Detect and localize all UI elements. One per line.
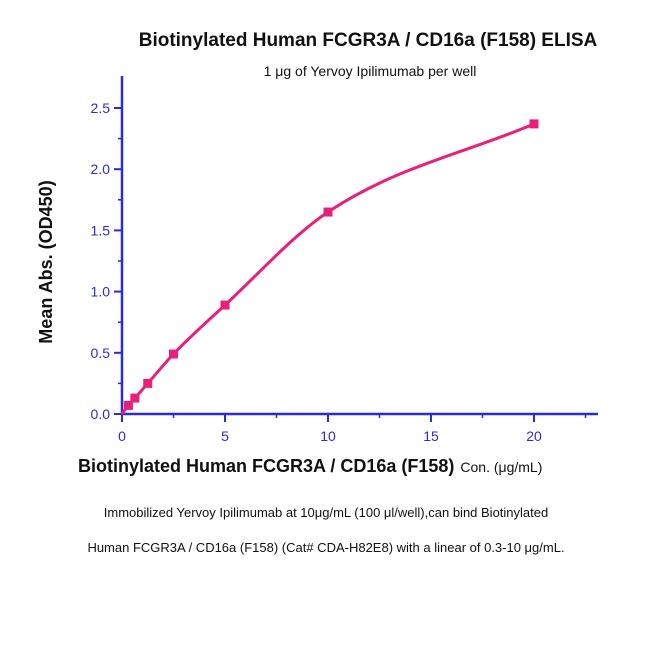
- x-tick-label: 5: [221, 428, 229, 444]
- data-point: [529, 119, 539, 129]
- data-point: [130, 393, 140, 403]
- elisa-chart: Biotinylated Human FCGR3A / CD16a (F158)…: [36, 30, 598, 476]
- y-tick-label: 2.5: [91, 100, 111, 116]
- x-axis-label-main: Biotinylated Human FCGR3A / CD16a (F158): [78, 456, 454, 476]
- data-point: [169, 349, 178, 359]
- y-tick-label: 2.0: [91, 161, 111, 177]
- chart-subtitle: 1 μg of Yervoy Ipilimumab per well: [264, 63, 477, 79]
- y-tick-label: 1.5: [91, 222, 111, 238]
- axes: [120, 76, 598, 416]
- y-tick-label: 0.5: [91, 345, 111, 361]
- x-axis-label-unit: Con. (μg/mL): [460, 459, 542, 475]
- data-point: [143, 378, 153, 388]
- data-point: [123, 400, 133, 410]
- ticks: 0.0 0.5 1.0 1.5 2.0 2.5 0 5 10 15 20: [91, 100, 587, 444]
- caption-line-1: Immobilized Yervoy Ipilimumab at 10μg/mL…: [103, 505, 549, 520]
- fit-curve: [120, 122, 535, 415]
- x-tick-label: 0: [118, 428, 126, 444]
- y-axis-label: Mean Abs. (OD450): [36, 180, 56, 343]
- data-points: [123, 119, 539, 410]
- x-tick-label: 10: [320, 428, 336, 444]
- x-axis-label: Biotinylated Human FCGR3A / CD16a (F158)…: [78, 456, 542, 476]
- data-point: [323, 207, 333, 217]
- chart-title: Biotinylated Human FCGR3A / CD16a (F158)…: [139, 30, 598, 51]
- y-tick-label: 1.0: [91, 284, 111, 300]
- data-point: [220, 300, 230, 310]
- caption-line-2: Human FCGR3A / CD16a (F158) (Cat# CDA-H8…: [87, 540, 565, 555]
- x-tick-label: 15: [423, 428, 439, 444]
- y-tick-label: 0.0: [91, 406, 111, 422]
- x-tick-label: 20: [526, 428, 542, 444]
